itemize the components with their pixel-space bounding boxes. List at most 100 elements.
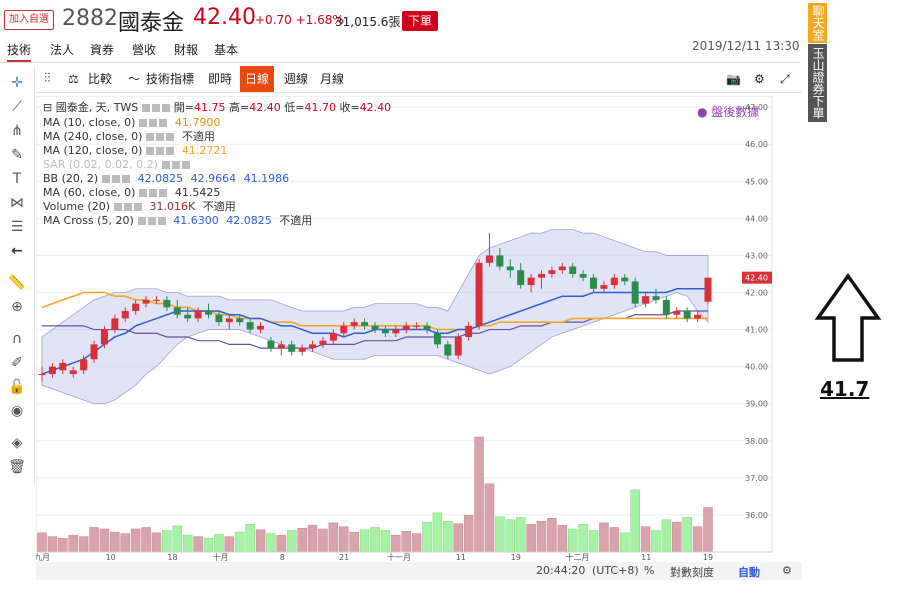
- main-tabs: 技術 法人 資券 營收 財報 基本: [0, 40, 800, 63]
- volume-bar: [672, 521, 682, 553]
- weekly-button[interactable]: 週線: [284, 72, 309, 86]
- compare-icon[interactable]: ⚖: [68, 72, 79, 86]
- legend-collapse-icon[interactable]: ⊟: [43, 101, 53, 114]
- auto-scale-toggle[interactable]: 自動: [738, 566, 760, 579]
- log-scale-toggle[interactable]: 對數刻度: [670, 566, 714, 579]
- tab-basic[interactable]: 基本: [214, 43, 239, 57]
- volume-bar: [526, 524, 536, 553]
- candle-body: [662, 299, 670, 315]
- candle-body: [694, 314, 702, 319]
- legend-ma10-label: MA (10, close, 0): [43, 116, 136, 129]
- trendline-icon[interactable]: ⟋: [12, 99, 22, 115]
- legend-controls-icon[interactable]: [114, 203, 142, 211]
- pitchfork-icon[interactable]: ⋔: [11, 123, 23, 139]
- legend-controls-icon[interactable]: [142, 104, 171, 112]
- last-price-tag: [742, 271, 772, 284]
- tab-margin[interactable]: 資券: [90, 43, 115, 57]
- legend-macross-v2: 42.0825: [226, 214, 272, 227]
- arrow-left-icon[interactable]: ←: [11, 243, 23, 259]
- indicator-wave-icon[interactable]: 〜: [128, 72, 141, 86]
- legend-controls-icon[interactable]: [102, 175, 131, 183]
- legend-controls-icon[interactable]: [146, 133, 175, 141]
- tab-institutional[interactable]: 法人: [50, 43, 75, 57]
- legend-controls-icon[interactable]: [146, 147, 175, 155]
- volume-bar: [99, 528, 110, 553]
- volume-bar: [224, 536, 235, 553]
- legend-ma240-value: 不適用: [181, 130, 215, 143]
- pattern-icon[interactable]: ⋈: [10, 195, 24, 211]
- candle-body: [194, 311, 202, 319]
- y-tick-label: 36.00: [745, 511, 768, 520]
- candle-body: [100, 329, 108, 345]
- crosshair-icon[interactable]: ✛: [11, 75, 23, 91]
- brush-icon[interactable]: ✎: [11, 147, 23, 163]
- lock-icon[interactable]: 🔓: [8, 379, 26, 395]
- candle-body: [48, 366, 56, 375]
- legend-controls-icon[interactable]: [139, 119, 168, 127]
- fib-icon[interactable]: ☰: [10, 219, 24, 235]
- legend-controls-icon[interactable]: [161, 161, 190, 169]
- camera-icon[interactable]: 📷: [726, 72, 741, 86]
- candle-body: [205, 311, 212, 315]
- candle-body: [579, 273, 587, 278]
- gear-icon[interactable]: ⚙: [754, 72, 765, 86]
- volume-bar: [89, 527, 99, 553]
- magnet-icon[interactable]: ∩: [11, 331, 23, 347]
- chatroom-tab[interactable]: 聊天室: [808, 3, 827, 43]
- broker-order-tab[interactable]: 玉山證券下單: [808, 44, 827, 122]
- candle-body: [610, 277, 618, 286]
- compare-button[interactable]: 比較: [88, 72, 113, 86]
- tab-technical[interactable]: 技術: [7, 41, 32, 62]
- legend-macross-label: MA Cross (5, 20): [43, 214, 134, 227]
- lock-drawing-icon[interactable]: ✐: [11, 355, 23, 371]
- y-tick-label: 44.00: [745, 214, 768, 223]
- text-icon[interactable]: T: [12, 171, 22, 187]
- volume-bar: [47, 536, 58, 553]
- volume-bar: [287, 530, 297, 553]
- layers-icon[interactable]: ◈: [11, 435, 23, 451]
- eye-icon[interactable]: ◉: [10, 403, 24, 419]
- indicators-button[interactable]: 技術指標: [146, 72, 195, 86]
- candle-body: [121, 311, 129, 319]
- candle-body: [111, 318, 119, 330]
- volume-bar: [495, 516, 505, 553]
- volume-bar: [536, 521, 547, 553]
- fullscreen-icon[interactable]: ⤢: [780, 72, 790, 86]
- date-axis: 九月 10 18 十月 8 21 十一月 11 19 十二月 11 19: [36, 551, 772, 562]
- legend-controls-icon[interactable]: [137, 217, 166, 225]
- chart-toolbar: ⫶⫶ ⚖ 比較 〜 技術指標 即時 日線 週線 月線 📷 ⚙ ⤢: [36, 66, 802, 93]
- volume-bar: [318, 528, 328, 553]
- settings-icon[interactable]: ⚙: [782, 564, 792, 577]
- trash-icon[interactable]: 🗑: [8, 459, 26, 475]
- y-tick-label: 40.00: [745, 363, 768, 372]
- candle-body: [288, 344, 296, 352]
- candle-body: [236, 318, 244, 323]
- volume-bar: [255, 529, 266, 553]
- candle-body: [90, 344, 98, 360]
- zoom-in-icon[interactable]: ⊕: [11, 299, 23, 315]
- candle-body: [402, 325, 410, 330]
- candle-body: [590, 277, 598, 289]
- tab-financials[interactable]: 財報: [174, 43, 199, 57]
- legend-ma60-label: MA (60, close, 0): [43, 186, 136, 199]
- candle-body: [257, 325, 265, 330]
- legend-close: 42.40: [359, 101, 392, 114]
- place-order-button[interactable]: 下單: [402, 11, 438, 31]
- quote-header: 加入自選 2882 國泰金 42.40 +0.70 +1.68% 31,015.…: [0, 0, 800, 40]
- monthly-button[interactable]: 月線: [320, 72, 345, 86]
- legend-controls-icon[interactable]: [139, 189, 168, 197]
- percent-toggle[interactable]: %: [644, 564, 655, 577]
- tab-revenue[interactable]: 營收: [132, 43, 157, 57]
- status-time: 20:44:20: [536, 564, 586, 577]
- add-to-watchlist-button[interactable]: 加入自選: [4, 10, 54, 30]
- after-hours-label[interactable]: ● 盤後數據: [697, 105, 760, 119]
- sliders-icon[interactable]: ⫶⫶: [44, 71, 51, 86]
- price-chart[interactable]: 47.00 46.00 45.00 44.00 43.00 42.00 41.00 40.00…: [36, 96, 802, 562]
- ruler-icon[interactable]: 📏: [8, 275, 26, 291]
- candle-body: [38, 374, 46, 376]
- realtime-button[interactable]: 即時: [208, 72, 233, 86]
- daily-button[interactable]: 日線: [240, 66, 275, 92]
- volume-bar: [432, 512, 443, 553]
- candle-body: [80, 359, 88, 371]
- legend-open: 41.75: [194, 101, 226, 114]
